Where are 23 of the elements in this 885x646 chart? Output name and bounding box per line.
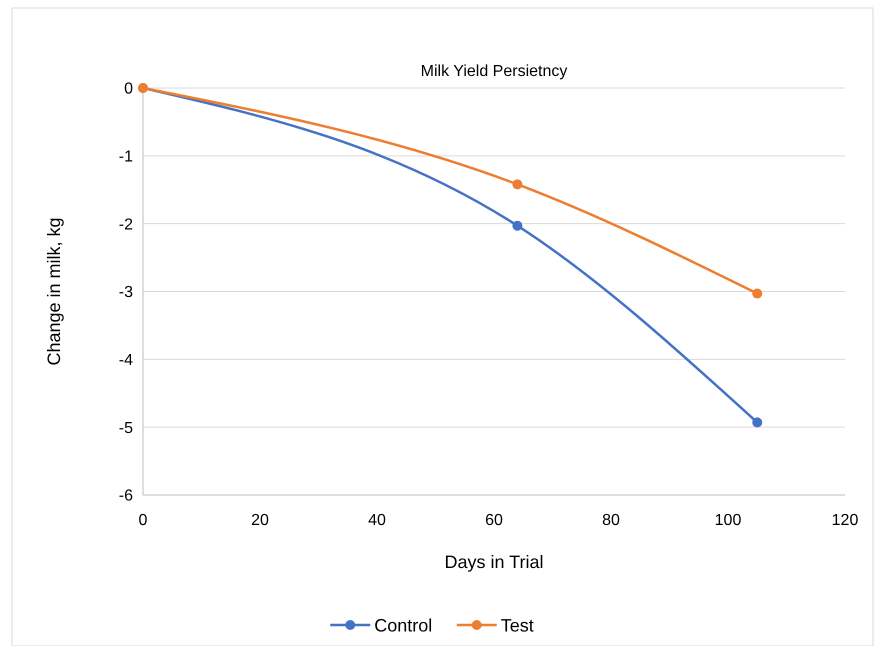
x-tick-label: 80 <box>602 512 620 529</box>
x-tick-label: 100 <box>714 512 742 529</box>
chart-title: Milk Yield Persietncy <box>420 63 568 80</box>
x-tick-label: 40 <box>368 512 386 529</box>
point <box>512 220 522 231</box>
y-tick-label: -2 <box>118 216 134 234</box>
x-axis-title: Days in Trial <box>444 552 544 572</box>
y-tick-label: -4 <box>118 352 134 369</box>
x-tick-label: 60 <box>485 512 503 529</box>
y-tick-label: -6 <box>118 488 134 505</box>
y-tick-label: -5 <box>118 420 134 437</box>
point <box>752 288 762 299</box>
x-tick-label: 0 <box>138 512 148 529</box>
x-tick-label: 20 <box>251 512 269 529</box>
legend-label: Control <box>374 615 432 636</box>
y-tick-label: -3 <box>118 284 134 302</box>
y-tick-label: 0 <box>124 80 134 98</box>
y-axis-title: Change in milk, kg <box>44 217 64 366</box>
x-tick-label: 120 <box>832 512 858 529</box>
legend-label: Test <box>500 615 534 636</box>
point <box>512 179 522 190</box>
y-tick-label: -1 <box>118 148 134 166</box>
point <box>752 417 762 428</box>
